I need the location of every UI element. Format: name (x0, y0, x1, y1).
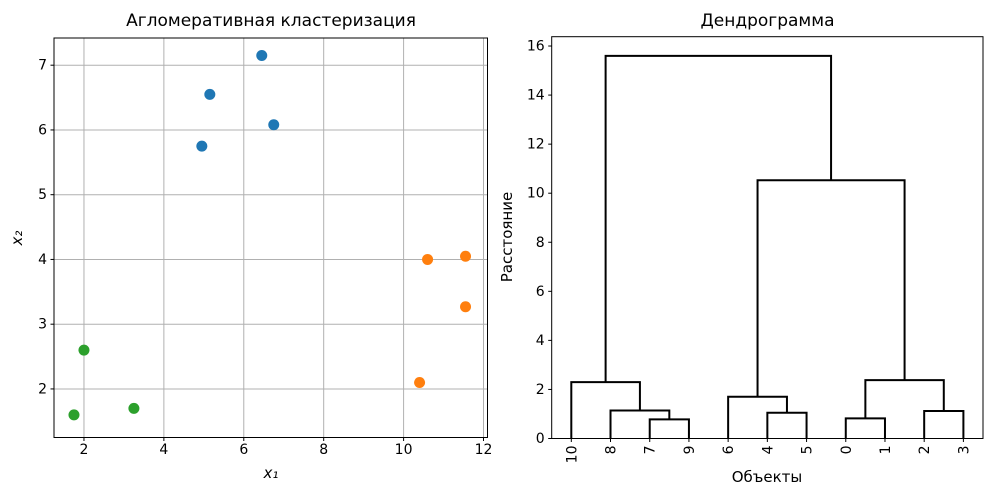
y-tick-label: 6 (536, 284, 545, 300)
x-tick-label: 4 (159, 442, 168, 458)
scatter-point-cluster-orange (460, 250, 472, 262)
scatter-point-cluster-blue (204, 88, 216, 100)
scatter-point-cluster-orange (422, 253, 434, 265)
y-tick-label: 2 (38, 381, 47, 397)
scatter-ylabel: x₂ (8, 230, 26, 246)
dendrogram-link (844, 417, 886, 439)
dendrogram-title: Дендрограмма (700, 11, 835, 31)
leaf-label: 6 (721, 445, 737, 454)
scatter-title: Агломеративная кластеризация (126, 11, 416, 31)
y-tick-label: 8 (536, 235, 545, 251)
y-tick-label: 6 (38, 122, 47, 138)
dendrogram-link (727, 395, 788, 439)
leaf-label: 8 (604, 446, 620, 455)
y-tick-label: 14 (527, 88, 545, 104)
leaf-label: 1 (878, 446, 894, 455)
y-tick-label: 16 (527, 39, 545, 55)
y-tick-label: 0 (536, 431, 545, 447)
dendrogram-ylabel: Расстояние (498, 191, 516, 283)
dendrogram-link (923, 410, 965, 439)
dendrogram-axes-box (551, 36, 984, 439)
leaf-label: 5 (800, 446, 816, 455)
y-tick-label: 12 (527, 137, 545, 153)
scatter-xlabel: x₁ (263, 464, 279, 482)
y-tick-label: 3 (38, 317, 47, 333)
y-tick-label: 10 (527, 186, 545, 202)
y-tick-label: 2 (536, 382, 545, 398)
x-tick-label: 10 (395, 442, 413, 458)
scatter-axes-box (53, 37, 488, 438)
dendrogram-link (648, 418, 690, 439)
leaf-label: 0 (839, 446, 855, 455)
scatter-point-cluster-orange (414, 376, 426, 388)
dendrogram-link (756, 179, 906, 397)
x-tick-label: 6 (239, 442, 248, 458)
y-tick-label: 7 (38, 58, 47, 74)
dendrogram-xlabel: Объекты (731, 468, 803, 486)
dendrogram-link (609, 409, 671, 439)
leaf-label: 3 (956, 446, 972, 455)
scatter-point-cluster-blue (256, 49, 268, 61)
scatter-point-cluster-orange (460, 301, 472, 313)
dendrogram-link (864, 379, 945, 419)
leaf-label: 4 (760, 445, 776, 454)
y-tick-label: 4 (38, 252, 47, 268)
scatter-point-cluster-green (78, 344, 90, 356)
scatter-point-cluster-green (68, 409, 80, 421)
leaf-label: 10 (564, 446, 580, 464)
scatter-point-cluster-green (128, 402, 140, 414)
x-tick-label: 2 (80, 442, 89, 458)
x-tick-label: 8 (319, 442, 328, 458)
leaf-label: 2 (917, 446, 933, 455)
scatter-point-cluster-blue (268, 119, 280, 131)
y-tick-label: 4 (536, 333, 545, 349)
scatter-point-cluster-blue (196, 140, 208, 152)
x-tick-label: 12 (475, 442, 493, 458)
leaf-label: 9 (682, 446, 698, 455)
leaf-label: 7 (643, 446, 659, 455)
dendrogram-link (766, 411, 808, 439)
y-tick-label: 5 (38, 187, 47, 203)
dendrogram-link (604, 54, 833, 383)
